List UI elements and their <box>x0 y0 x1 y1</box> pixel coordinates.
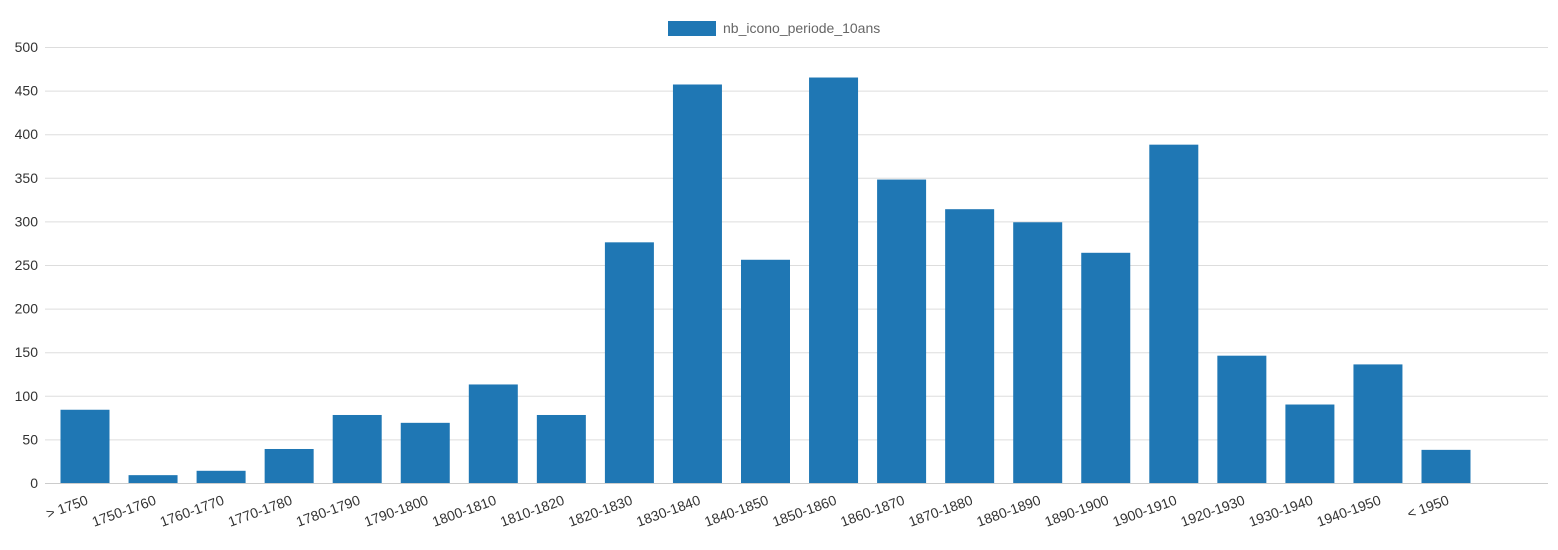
bar[interactable] <box>1081 252 1131 483</box>
x-tick-label: 1830-1840 <box>634 492 703 530</box>
x-tick-label: 1920-1930 <box>1178 492 1247 530</box>
x-axis: > 1750 1750-1760 1760-1770 1770-1780 1780-17… <box>44 492 1451 530</box>
bar[interactable] <box>1217 355 1267 483</box>
bar[interactable] <box>128 475 178 483</box>
bar[interactable] <box>332 414 382 483</box>
bar[interactable] <box>1421 449 1471 483</box>
bar[interactable] <box>264 448 314 483</box>
x-tick-label: > 1750 <box>44 492 90 522</box>
x-tick-label: 1800-1810 <box>430 492 499 530</box>
bar[interactable] <box>196 470 246 483</box>
x-tick-label: 1940-1950 <box>1315 492 1384 530</box>
bar[interactable] <box>1149 144 1199 483</box>
x-tick-label: 1880-1890 <box>974 492 1043 530</box>
legend-swatch <box>668 21 716 36</box>
x-tick-label: 1850-1860 <box>770 492 839 530</box>
x-tick-label: 1890-1900 <box>1042 492 1111 530</box>
x-tick-label: 1810-1820 <box>498 492 567 530</box>
y-tick-label: 0 <box>30 475 38 491</box>
bar[interactable] <box>60 409 110 483</box>
x-tick-label: 1870-1880 <box>906 492 975 530</box>
x-tick-label: 1760-1770 <box>158 492 227 530</box>
bar[interactable] <box>536 414 586 483</box>
y-tick-label: 250 <box>15 257 39 273</box>
y-tick-label: 50 <box>22 431 38 447</box>
bar[interactable] <box>400 422 450 483</box>
x-tick-label: 1820-1830 <box>566 492 635 530</box>
x-tick-label: 1780-1790 <box>294 492 363 530</box>
bar[interactable] <box>1013 222 1063 483</box>
y-tick-label: 300 <box>15 213 39 229</box>
x-tick-label: 1930-1940 <box>1247 492 1316 530</box>
x-tick-label: 1900-1910 <box>1110 492 1179 530</box>
y-tick-label: 200 <box>15 301 39 317</box>
x-tick-label: 1860-1870 <box>838 492 907 530</box>
y-tick-label: 350 <box>15 170 39 186</box>
x-tick-label: 1840-1850 <box>702 492 771 530</box>
legend-label: nb_icono_periode_10ans <box>723 20 880 36</box>
x-tick-label: < 1950 <box>1405 492 1451 522</box>
y-tick-label: 400 <box>15 126 39 142</box>
x-tick-label: 1750-1760 <box>90 492 159 530</box>
bar[interactable] <box>604 242 654 483</box>
y-axis: 0 50 100 150 200 250 300 350 400 450 500 <box>15 39 39 491</box>
grid-lines <box>45 47 1548 441</box>
legend[interactable]: nb_icono_periode_10ans <box>668 20 880 36</box>
bar[interactable] <box>945 209 995 483</box>
bar[interactable] <box>741 259 790 483</box>
y-tick-label: 500 <box>15 39 39 55</box>
bar[interactable] <box>809 77 859 484</box>
bar[interactable] <box>1353 364 1403 483</box>
y-tick-label: 450 <box>15 83 39 99</box>
bar[interactable] <box>1285 404 1335 483</box>
y-tick-label: 100 <box>15 388 39 404</box>
y-tick-label: 150 <box>15 344 39 360</box>
bar[interactable] <box>468 384 518 483</box>
x-tick-label: 1770-1780 <box>226 492 295 530</box>
bar[interactable] <box>672 84 722 483</box>
bars <box>60 77 1471 484</box>
bar[interactable] <box>877 179 927 483</box>
x-tick-label: 1790-1800 <box>362 492 431 530</box>
